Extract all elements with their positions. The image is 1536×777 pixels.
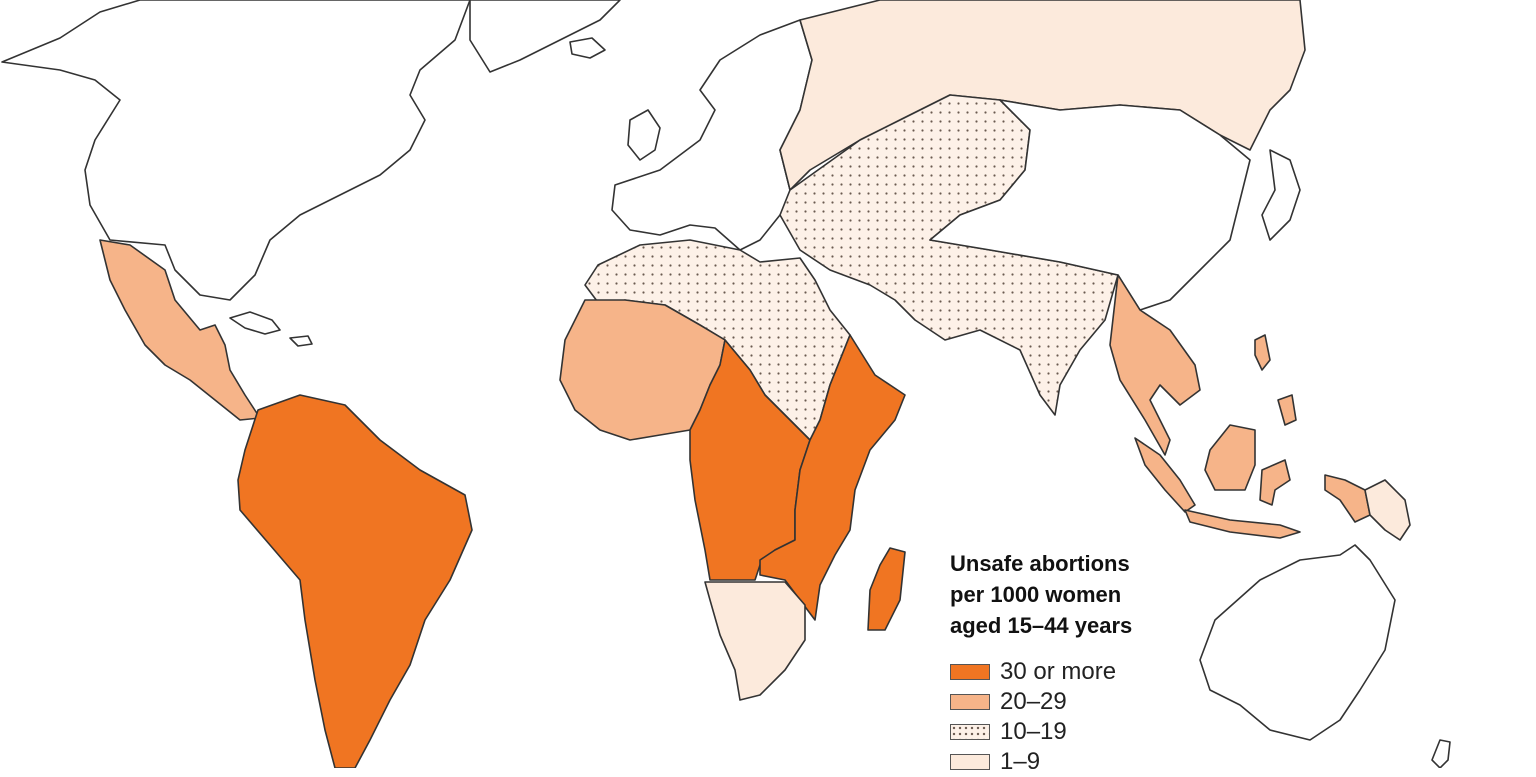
legend-title-line: per 1000 women [950,582,1122,607]
legend-item: 1–9 [950,747,1250,777]
region-south-east-asia [1254,334,1271,371]
new-zealand [1431,739,1451,768]
region-middle-africa [689,339,811,581]
legend-item: 10–19 [950,717,1250,747]
legend-title: Unsafe abortions per 1000 women aged 15–… [950,548,1250,641]
legend-item: 30 or more [950,657,1250,687]
legend-label: 30 or more [1000,658,1117,685]
legend-item: 20–29 [950,687,1250,717]
map-legend: Unsafe abortions per 1000 women aged 15–… [950,548,1250,777]
legend-label: 1–9 [1000,748,1041,775]
caribbean-island [229,311,281,335]
east-asia [929,99,1251,311]
greenland [469,0,621,73]
legend-swatch [950,724,990,740]
legend-label: 10–19 [1000,718,1067,745]
region-south-america [237,394,473,768]
uk-ireland [627,109,661,161]
caribbean-island [289,335,313,347]
region-south-east-asia [1109,274,1201,456]
region-south-east-asia [1134,437,1196,513]
legend-swatch [950,664,990,680]
madagascar [867,547,906,631]
region-melanesia [1364,479,1411,541]
legend-title-line: Unsafe abortions [950,551,1130,576]
iceland [569,37,606,59]
region-eastern-africa [759,334,906,621]
region-south-east-asia [1277,394,1297,426]
region-south-east-asia [1204,424,1256,491]
australia [1199,544,1396,741]
region-southern-africa [704,581,806,701]
region-central-america [99,239,261,421]
japan [1261,149,1301,241]
north-america [1,0,471,301]
legend-swatch [950,694,990,710]
legend-items: 30 or more 20–29 10–19 1–9 [950,657,1250,777]
legend-label: 20–29 [1000,688,1067,715]
legend-title-line: aged 15–44 years [950,613,1133,638]
region-south-east-asia [1184,509,1301,539]
region-south-east-asia [1324,474,1371,523]
region-south-east-asia [1259,459,1291,506]
